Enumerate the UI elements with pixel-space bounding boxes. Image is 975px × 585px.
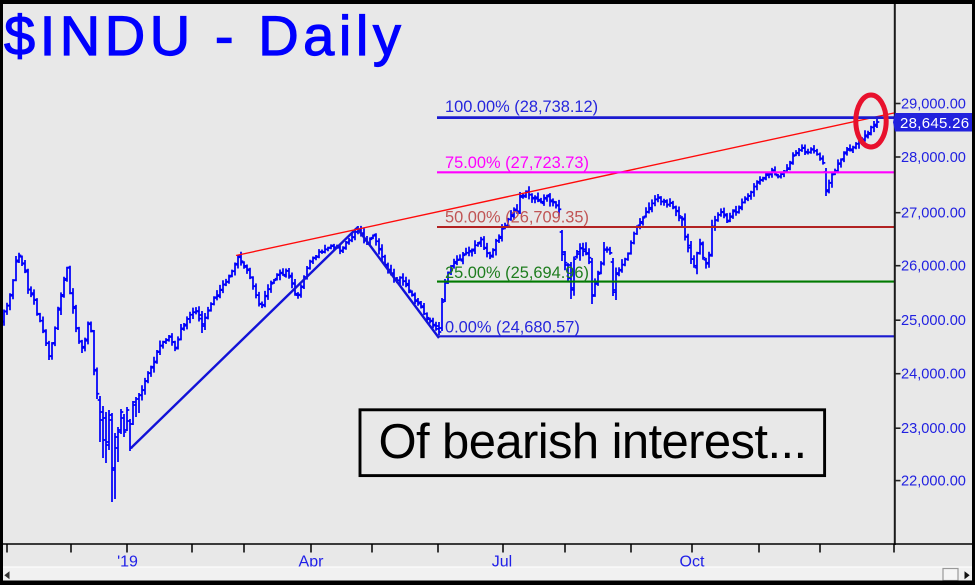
svg-text:Jul: Jul xyxy=(492,553,512,570)
svg-text:28,645.26: 28,645.26 xyxy=(900,115,969,132)
svg-text:25.00% (25,694.96): 25.00% (25,694.96) xyxy=(445,264,589,282)
svg-text:Oct: Oct xyxy=(680,553,705,570)
svg-text:100.00% (28,738.12): 100.00% (28,738.12) xyxy=(445,98,598,116)
svg-text:$INDU - Daily: $INDU - Daily xyxy=(4,4,405,67)
svg-text:28,000.00: 28,000.00 xyxy=(901,150,966,166)
svg-text:0.00% (24,680.57): 0.00% (24,680.57) xyxy=(445,318,580,336)
svg-text:25,000.00: 25,000.00 xyxy=(901,313,966,329)
svg-text:23,000.00: 23,000.00 xyxy=(901,421,966,437)
svg-text:Of bearish interest...: Of bearish interest... xyxy=(379,415,807,469)
svg-text:24,000.00: 24,000.00 xyxy=(901,367,966,383)
svg-text:26,000.00: 26,000.00 xyxy=(901,259,966,275)
svg-text:'19: '19 xyxy=(117,553,138,570)
svg-text:Apr: Apr xyxy=(299,553,325,570)
svg-text:27,000.00: 27,000.00 xyxy=(901,206,966,222)
svg-text:50.00% (26,709.35): 50.00% (26,709.35) xyxy=(445,209,589,227)
svg-text:75.00% (27,723.73): 75.00% (27,723.73) xyxy=(445,154,589,172)
svg-text:29,000.00: 29,000.00 xyxy=(901,97,966,113)
svg-text:22,000.00: 22,000.00 xyxy=(901,474,966,490)
